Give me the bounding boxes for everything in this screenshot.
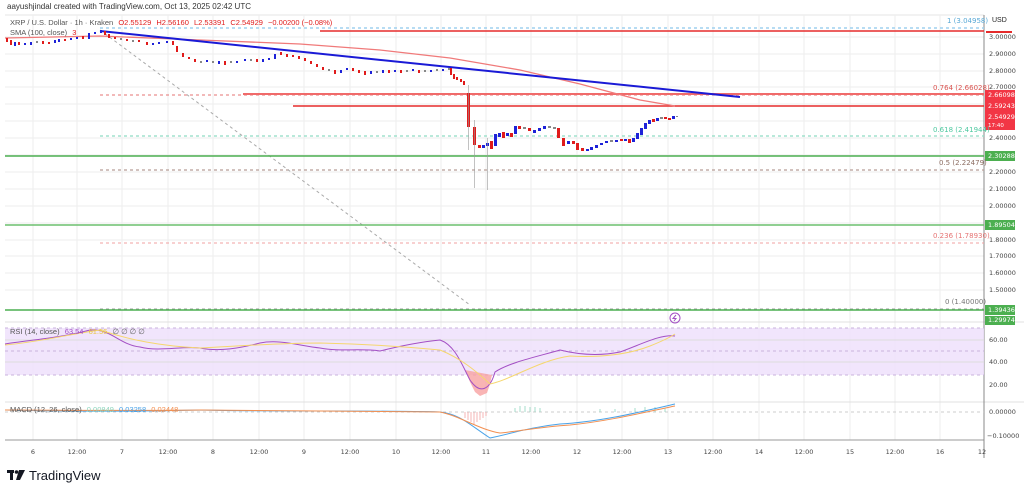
price-tag-countdown: 17:40 [985,122,1015,130]
candles [6,30,678,190]
price-tick: 1.60000 [989,269,1016,277]
currency-label[interactable]: USD [992,17,1007,24]
descending-trendline [99,30,741,98]
price-change: −0.00200 (−0.08%) [268,18,333,27]
symbol-legend[interactable]: XRP / U.S. Dollar · 1h · Kraken O2.55129… [10,18,335,27]
time-tick: 12:00 [612,448,632,456]
price-tick: 2.40000 [989,134,1016,142]
time-tick: 12:00 [431,448,451,456]
price-tick: 1.70000 [989,252,1016,260]
brand-name: TradingView [29,468,101,483]
price-tick: 2.20000 [989,168,1016,176]
time-tick: 12 [977,448,987,456]
signal-line [4,405,676,434]
rsi-tick: 60.00 [989,336,1008,344]
tradingview-logo-icon [7,469,25,483]
credit-text: aayushjindal created with TradingView.co… [7,2,251,11]
time-tick: 12:00 [521,448,541,456]
price-tag-support-4: 1.29974 [985,316,1015,325]
macd-tick: −0.10000 [987,432,1020,440]
price-tick: 2.90000 [989,50,1016,58]
price-tag-support-1: 2.30288 [985,151,1015,161]
time-tick: 7 [119,448,125,456]
price-tick: 2.70000 [989,83,1016,91]
sma-legend[interactable]: SMA (100, close) 3 [10,28,79,37]
rsi-tick: 20.00 [989,381,1008,389]
rsi-value: 63.54 [64,327,84,336]
time-tick: 12:00 [885,448,905,456]
symbol-name: XRP / U.S. Dollar · 1h · Kraken [10,18,114,27]
replay-icon [669,312,681,324]
time-tick: 11 [481,448,491,456]
macd-histogram-neg [464,412,487,424]
price-tick: 2.80000 [989,67,1016,75]
time-tick: 8 [210,448,216,456]
time-tick: 10 [391,448,401,456]
time-tick: 12:00 [158,448,178,456]
rsi-line [4,329,676,390]
macd-value: 0.03258 [119,405,147,414]
macd-histogram-pos [514,406,666,412]
time-tick: 12:00 [794,448,814,456]
price-tick: 2.00000 [989,202,1016,210]
ohlc-low: L2.53391 [194,18,226,27]
time-tick: 12:00 [67,448,87,456]
time-tick: 12:00 [249,448,269,456]
horizontal-grid [5,36,984,291]
tradingview-logo[interactable]: TradingView [7,468,101,483]
price-tick: 1.50000 [989,286,1016,294]
price-tag-support-2: 1.89504 [985,220,1015,230]
ohlc-open: O2.55129 [118,18,152,27]
ohlc-close: C2.54929 [230,18,263,27]
macd-signal-value: 0.02448 [151,405,179,414]
fib-trend-diagonal [99,29,471,306]
time-tick: 16 [935,448,945,456]
price-tag-resistance-2: 2.59243 [985,101,1015,112]
fib-label-1: 1 (3.04958) [947,17,989,25]
time-tick: 12 [572,448,582,456]
fib-label-0236: 0.236 (1.78930) [933,232,990,240]
fib-label-05: 0.5 (2.22479) [939,159,987,167]
macd-label: MACD (12, 26, close) [10,405,82,414]
time-tick: 9 [301,448,307,456]
currency-underline [986,31,1012,33]
time-tick: 12:00 [703,448,723,456]
rsi-extras: ∅ ∅ ∅ ∅ [112,327,145,336]
sma-value: 3 [72,28,77,37]
macd-tick: 0.00000 [989,408,1016,416]
price-tick: 3.00000 [989,33,1016,41]
price-tag-support-3: 1.39436 [985,305,1015,315]
rsi-label: RSI (14, close) [10,327,60,336]
ohlc-high: H2.56160 [156,18,189,27]
macd-hist-value: 0.00849 [86,405,114,414]
time-tick: 15 [845,448,855,456]
rsi-ma-value: 61.56 [88,327,108,336]
time-tick: 14 [754,448,764,456]
time-tick: 12:00 [340,448,360,456]
macd-legend[interactable]: MACD (12, 26, close) 0.00849 0.03258 0.0… [10,405,181,414]
price-tick: 2.10000 [989,185,1016,193]
price-tick: 1.80000 [989,236,1016,244]
sma-100-line [4,35,676,107]
price-tag-resistance-1: 2.66098 [985,90,1015,101]
fib-label-0: 0 (1.40000) [945,298,987,306]
fib-label-0764: 0.764 (2.66028) [933,84,990,92]
time-tick: 13 [663,448,673,456]
sma-label: SMA (100, close) [10,28,68,37]
rsi-legend[interactable]: RSI (14, close) 63.54 61.56 ∅ ∅ ∅ ∅ [10,327,148,336]
rsi-ma-line [4,329,676,385]
rsi-tick: 40.00 [989,358,1008,366]
price-tag-last: 2.54929 [985,112,1015,122]
fib-label-0618: 0.618 (2.41944) [933,126,990,134]
time-tick: 6 [30,448,36,456]
